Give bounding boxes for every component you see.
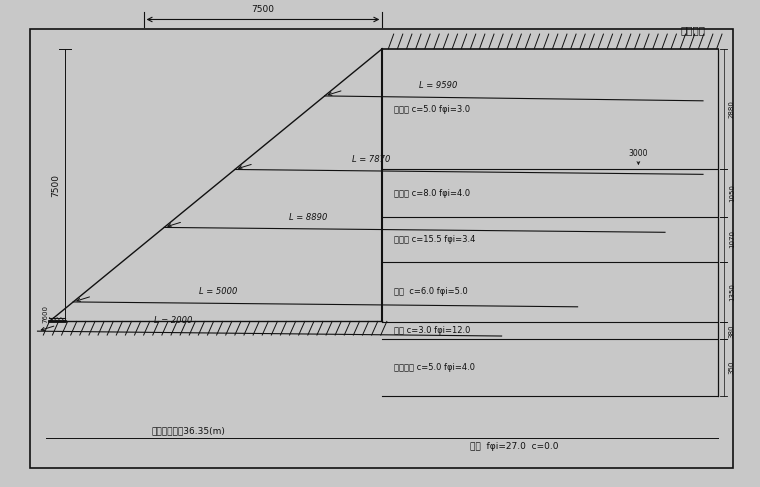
Text: 卵石  fφi=27.0  c=0.0: 卵石 fφi=27.0 c=0.0 [470, 442, 558, 451]
Text: 7500: 7500 [51, 173, 60, 197]
Text: 350: 350 [729, 361, 735, 375]
Text: L = 2000: L = 2000 [154, 317, 192, 325]
Text: L = 9590: L = 9590 [420, 81, 458, 90]
Text: 7500: 7500 [252, 5, 274, 14]
Text: 7600: 7600 [43, 305, 49, 323]
Text: 1050: 1050 [729, 184, 735, 202]
Text: 土层参数: 土层参数 [680, 25, 705, 35]
Text: 粉质粘土 c=5.0 fφi=4.0: 粉质粘土 c=5.0 fφi=4.0 [394, 363, 475, 372]
Text: L = 7870: L = 7870 [352, 155, 391, 164]
Text: 3000: 3000 [629, 150, 648, 158]
Text: 2880: 2880 [729, 100, 735, 118]
Text: 粘性土 c=15.5 fφi=3.4: 粘性土 c=15.5 fφi=3.4 [394, 235, 475, 244]
Text: 1350: 1350 [729, 283, 735, 301]
Text: 1070: 1070 [729, 230, 735, 248]
Text: 粘性土 c=8.0 fφi=4.0: 粘性土 c=8.0 fφi=4.0 [394, 188, 470, 198]
Text: 土钉总长度占36.35(m): 土钉总长度占36.35(m) [152, 427, 226, 435]
Text: L = 5000: L = 5000 [199, 287, 238, 296]
Text: 粉砂 c=3.0 fφi=12.0: 粉砂 c=3.0 fφi=12.0 [394, 326, 470, 336]
Text: 粉土  c=6.0 fφi=5.0: 粉土 c=6.0 fφi=5.0 [394, 287, 467, 297]
Text: L = 8890: L = 8890 [290, 213, 328, 222]
Text: 素填土 c=5.0 fφi=3.0: 素填土 c=5.0 fφi=3.0 [394, 105, 470, 113]
Text: 380: 380 [729, 324, 735, 337]
